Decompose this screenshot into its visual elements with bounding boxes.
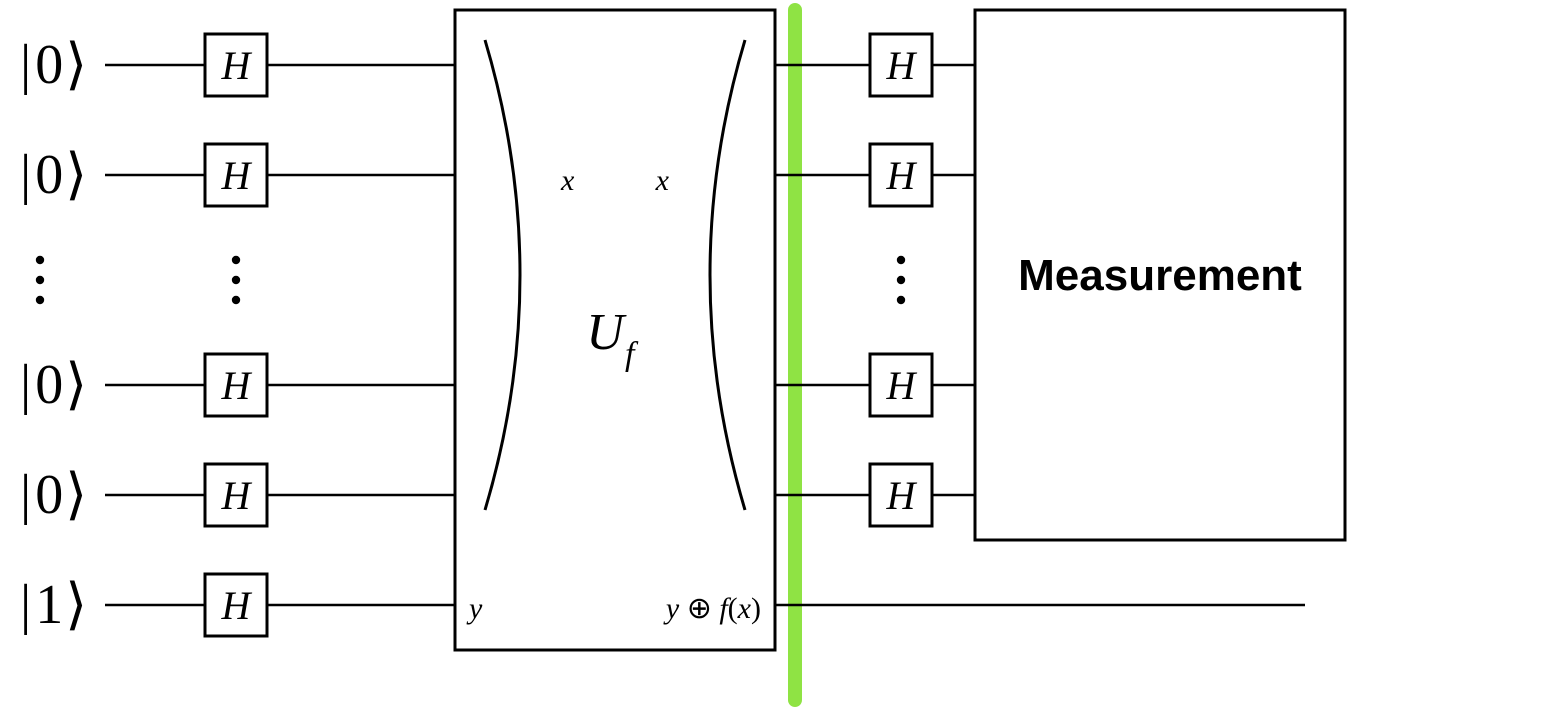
ket-label: |0⟩: [20, 34, 87, 96]
input-kets: |0⟩ |0⟩ |0⟩ |0⟩ |1⟩: [20, 34, 87, 636]
hadamard-label: H: [886, 153, 918, 198]
vdots-dot: [232, 276, 240, 284]
vdots-dot: [897, 296, 905, 304]
oracle-box: U f x x y y ⊕ f(x): [455, 10, 775, 650]
oracle-x-right: x: [655, 164, 670, 197]
oracle-label: U: [586, 304, 627, 361]
hadamard-label: H: [221, 43, 253, 88]
vdots-dot: [36, 296, 44, 304]
hadamard-label: H: [221, 153, 253, 198]
hadamard-label: H: [221, 473, 253, 518]
oracle-y-left: y: [466, 592, 483, 625]
vdots-dot: [232, 296, 240, 304]
hadamard-label: H: [221, 363, 253, 408]
hadamard-label: H: [886, 43, 918, 88]
oracle-x-left: x: [560, 164, 575, 197]
measurement-box: Measurement: [975, 10, 1345, 540]
quantum-circuit-diagram: |0⟩ |0⟩ |0⟩ |0⟩ |1⟩ H H H H H U f x x y y ⊕ f(x)…: [0, 0, 1544, 714]
measurement-label: Measurement: [1018, 251, 1302, 300]
vdots-dot: [36, 256, 44, 264]
vdots-dot: [232, 256, 240, 264]
ket-label: |1⟩: [20, 574, 87, 636]
hadamard-column-left: H H H H H: [205, 34, 267, 636]
vdots-dot: [36, 276, 44, 284]
hadamard-label: H: [221, 583, 253, 628]
ket-label: |0⟩: [20, 354, 87, 416]
hadamard-label: H: [886, 473, 918, 518]
vdots-dot: [897, 276, 905, 284]
ket-label: |0⟩: [20, 144, 87, 206]
hadamard-label: H: [886, 363, 918, 408]
ket-label: |0⟩: [20, 464, 87, 526]
oracle-y-right: y ⊕ f(x): [663, 592, 761, 625]
vdots-dot: [897, 256, 905, 264]
